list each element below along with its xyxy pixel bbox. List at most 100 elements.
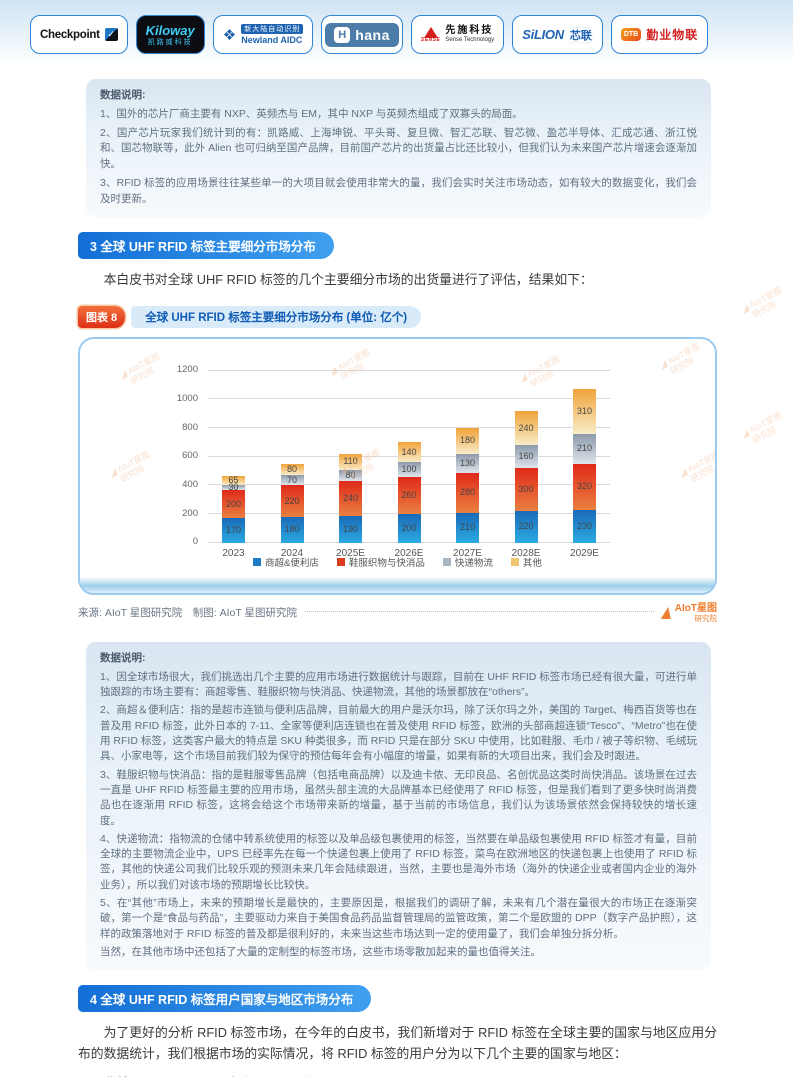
bar-value-label: 300	[518, 484, 534, 495]
logo-hana: H hana	[321, 15, 403, 54]
logo-newland: ❖ 新大陆自动识别 Newland AIDC	[212, 15, 314, 54]
aiot-brand-logo: AIoT星图 研究院	[660, 602, 717, 623]
aiot-watermark: AIoT星图 研究院	[678, 449, 715, 487]
bar-segment: 30	[222, 482, 245, 493]
bar-segment: 220	[280, 485, 304, 517]
newland-diamond-icon: ❖	[222, 26, 237, 44]
source-row: 来源: AIoT 星图研究院 制图: AIoT 星图研究院 AIoT星图 研究院	[78, 602, 717, 623]
bar-value-label: 140	[401, 446, 417, 457]
aiot-watermark: AIoT星图 研究院	[108, 449, 156, 487]
checkpoint-check-icon: ✓	[104, 28, 118, 41]
bar-value-label: 210	[459, 522, 476, 533]
aiot-watermark: AIoT星图 研究院	[658, 341, 706, 379]
kiloway-logo-text: Kiloway	[145, 22, 195, 38]
aiot-brand-line1: AIoT星图	[674, 602, 717, 614]
logo-dtb: DTB 勤业物联	[610, 15, 709, 54]
bar-segment: 280	[456, 472, 479, 513]
figure-number-badge: 图表 8	[78, 305, 126, 328]
legend-item: 其他	[510, 555, 542, 569]
bar-column: 190 240 80 110 2025E	[336, 371, 365, 559]
bar-segment: 230	[573, 509, 596, 543]
bars-container: 170 200 30 65 2023 180 220 70 80 2024 190 240 80 110 2…	[208, 371, 610, 559]
bar-segment: 70	[280, 474, 304, 486]
aiot-triangle-icon	[660, 606, 674, 619]
bar-segment: 140	[397, 442, 421, 463]
bar-column: 220 300 160 240 2028E	[512, 371, 540, 559]
bar-segment: 240	[339, 481, 362, 516]
note2-item: 3、鞋服织物与快消品：指的是鞋服零售品牌（包括电商品牌）以及迪卡侬、无印良品、名…	[100, 768, 697, 827]
region-north-america: 北美: 主要是美国、加拿大、墨西哥等国家。	[78, 1073, 717, 1077]
grid-line	[208, 427, 610, 429]
silion-logo-subtext: 芯联	[568, 26, 593, 43]
dtb-badge-icon: DTB	[620, 28, 642, 41]
sense-brand-text: SENSE	[420, 36, 441, 43]
bar-segment: 210	[573, 433, 596, 464]
note2-item: 5、在“其他”市场上，未来的预期增长是最快的，主要原因是，根据我们的调研了解，未…	[100, 897, 697, 940]
y-tick-label: 800	[182, 421, 198, 433]
bar-value-label: 260	[401, 489, 417, 500]
bar-value-label: 30	[228, 482, 239, 493]
note2-item: 1、因全球市场很大，我们挑选出几个主要的应用市场进行数据统计与跟踪，目前在 UH…	[100, 670, 697, 698]
bar-value-label: 160	[518, 451, 534, 462]
note2-item: 2、商超＆便利店：指的是超市连锁与便利店品牌，目前最大的用户是沃尔玛，除了沃尔玛…	[100, 704, 697, 763]
legend-swatch	[336, 557, 345, 566]
bar-value-label: 200	[225, 498, 242, 509]
silion-brand-text: SiLION	[522, 27, 564, 42]
bar-value-label: 230	[576, 520, 593, 531]
chart-plot: 0 200 400 600 800 1000 1200 170 200 30 65 2023 180 22…	[177, 364, 610, 559]
section3-paragraph: 本白皮书对全球 UHF RFID 标签的几个主要细分市场的出货量进行了评估，结果…	[103, 272, 593, 288]
grid-line	[208, 369, 610, 371]
y-tick-label: 1200	[176, 364, 198, 376]
kiloway-logo-subtext: 凯路威科技	[147, 38, 193, 46]
bar-segment: 220	[514, 511, 538, 543]
dotted-leader	[304, 610, 654, 612]
bar-segment: 200	[397, 514, 421, 543]
logo-checkpoint: Checkpoint ✓	[30, 15, 128, 54]
sense-logo-line2: Sense Technology	[445, 36, 495, 43]
category-label: 2027E	[453, 547, 482, 559]
dtb-logo-text: 勤业物联	[646, 28, 699, 42]
bar-value-label: 80	[286, 464, 297, 475]
logo-row: Checkpoint ✓ Kiloway 凯路威科技 ❖ 新大陆自动识别 New…	[30, 15, 793, 54]
newland-logo-line1: 新大陆自动识别	[241, 24, 304, 34]
bar-segment: 80	[339, 469, 362, 482]
bar-value-label: 220	[284, 495, 300, 506]
bar-segment: 300	[514, 468, 538, 512]
bar-segment: 200	[222, 489, 245, 519]
legend-item: 快递物流	[442, 555, 493, 569]
stacked-bar-chart: 0 200 400 600 800 1000 1200 170 200 30 65 2023 180 22…	[78, 336, 717, 595]
bar-value-label: 80	[345, 469, 356, 480]
bar-column: 210 280 130 180 2027E	[453, 371, 482, 559]
section3-heading: 3 全球 UHF RFID 标签主要细分市场分布	[78, 232, 334, 260]
bar-value-label: 220	[518, 521, 534, 532]
bar-segment: 160	[514, 445, 538, 469]
legend-label: 鞋服织物与快消品	[348, 557, 425, 569]
y-tick-label: 400	[182, 479, 198, 491]
bar-value-label: 170	[225, 525, 242, 536]
category-label: 2024	[280, 547, 304, 559]
legend-item: 商超&便利店	[253, 555, 319, 569]
aiot-watermark: AIoT星图 研究院	[118, 351, 166, 389]
bar-segment: 190	[339, 515, 362, 543]
bar-value-label: 200	[401, 522, 417, 533]
bar-segment: 100	[397, 462, 421, 477]
bar-value-label: 110	[343, 456, 358, 467]
figure-caption: 图表 8 全球 UHF RFID 标签主要细分市场分布 (单位: 亿个)	[78, 305, 717, 328]
data-note-box-2: 数据说明: 1、因全球市场很大，我们挑选出几个主要的应用市场进行数据统计与跟踪，…	[86, 642, 711, 971]
bar-value-label: 280	[459, 487, 476, 498]
bar-value-label: 180	[284, 524, 300, 535]
section4-paragraph: 为了更好的分析 RFID 标签市场，在今年的白皮书，我们新增对于 RFID 标签…	[78, 1025, 717, 1061]
category-label: 2029E	[570, 547, 599, 559]
section4-heading: 4 全球 UHF RFID 标签用户国家与地区市场分布	[78, 985, 372, 1013]
bar-value-label: 70	[286, 474, 297, 485]
note2-heading: 数据说明:	[100, 652, 146, 665]
bar-value-label: 240	[342, 492, 359, 503]
category-label: 2023	[222, 547, 245, 559]
bar-column: 170 200 30 65 2023	[222, 371, 245, 559]
logo-sense: SENSE 先施科技 Sense Technology	[410, 15, 505, 54]
legend-label: 商超&便利店	[265, 557, 319, 569]
legend-item: 鞋服织物与快消品	[336, 555, 425, 569]
source-text: 来源: AIoT 星图研究院 制图: AIoT 星图研究院	[78, 607, 297, 620]
note1-item: 3、RFID 标签的应用场景往往某些单一的大项目就会使用非常大的量，我们会实时关…	[100, 176, 697, 205]
